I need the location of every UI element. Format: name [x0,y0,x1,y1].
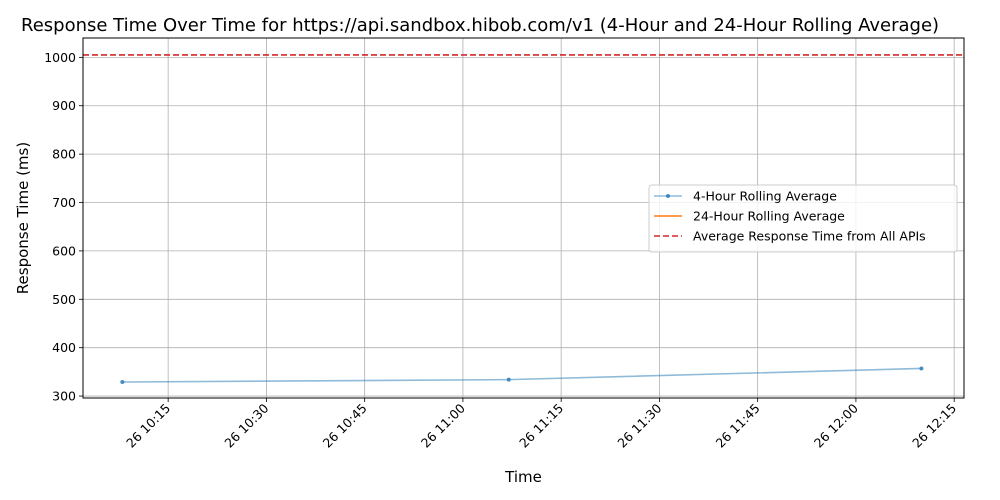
y-axis-label: Response Time (ms) [14,142,32,294]
x-tick-label: 26 11:15 [516,401,566,451]
series-line-0 [122,367,922,383]
legend-marker [666,194,670,198]
x-tick-label: 26 10:30 [221,400,271,450]
x-tick-label: 26 10:45 [320,401,370,451]
y-tick-label: 1000 [44,50,76,65]
y-axis-ticks: 300 400 500 600 700 800 900 1000 [44,50,83,404]
x-axis-ticks: 26 10:15 26 10:30 26 10:45 26 11:00 26 11:15… [123,398,959,451]
x-tick-label: 26 10:15 [123,401,173,451]
data-point [120,380,125,385]
y-tick-label: 900 [52,98,76,113]
x-tick-label: 26 12:00 [811,400,861,450]
x-tick-label: 26 12:15 [909,401,959,451]
legend-entry-label: Average Response Time from All APIs [693,229,926,244]
x-tick-label: 26 11:00 [418,400,468,450]
y-tick-label: 700 [52,195,76,210]
x-axis-label: Time [504,468,542,486]
legend-entry-label: 4-Hour Rolling Average [693,189,837,204]
x-tick-label: 26 11:45 [713,401,763,451]
data-point [506,377,511,382]
y-tick-label: 500 [52,292,76,307]
chart-title: Response Time Over Time for https://api.… [21,15,939,36]
legend: 4-Hour Rolling Average 24-Hour Rolling Av… [648,184,958,253]
legend-box [648,184,958,253]
y-tick-label: 400 [52,340,76,355]
y-tick-label: 800 [52,147,76,162]
y-tick-label: 600 [52,243,76,258]
y-tick-label: 300 [52,389,76,404]
data-point [919,366,924,371]
x-tick-label: 26 11:30 [614,400,664,450]
plot-frame [82,37,965,399]
series-layer [120,366,924,385]
legend-entry-label: 24-Hour Rolling Average [693,209,845,224]
